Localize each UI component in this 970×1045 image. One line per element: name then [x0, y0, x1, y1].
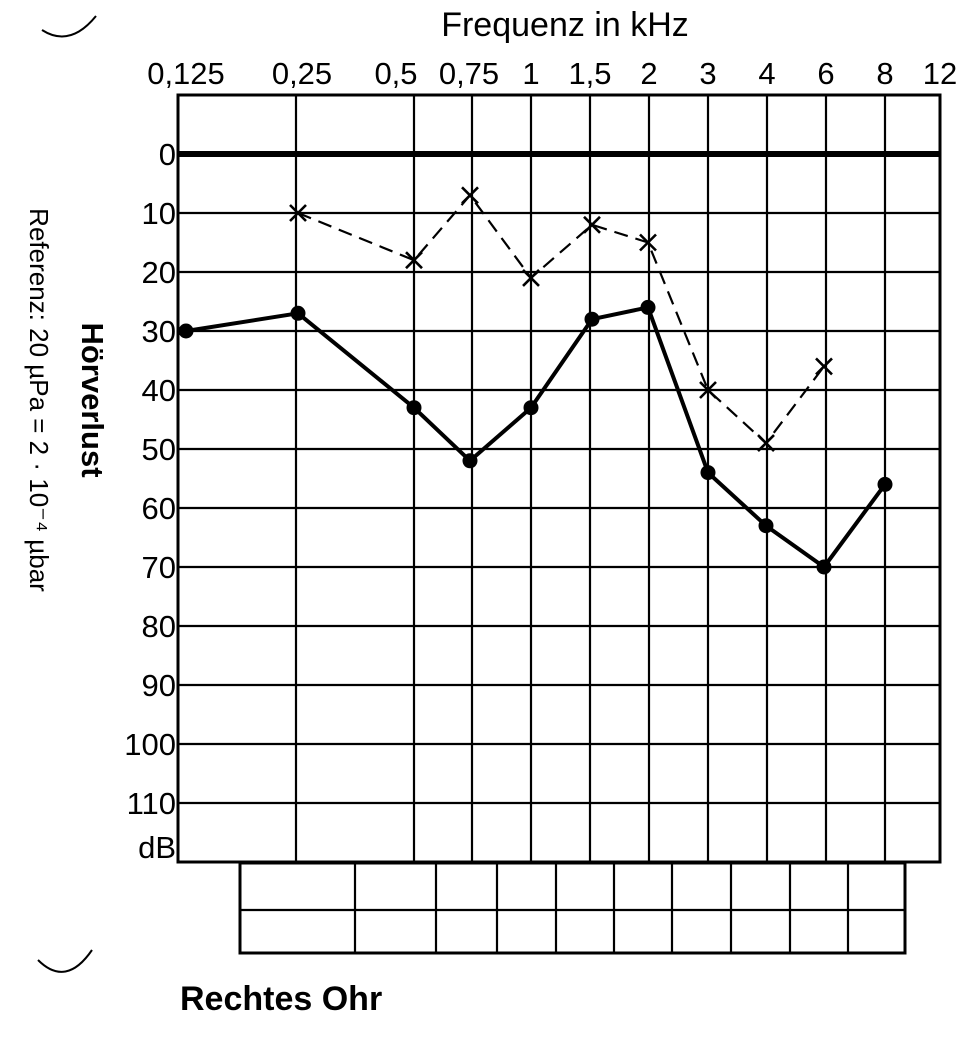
data-point-cross — [461, 186, 479, 205]
data-point-cross — [699, 381, 717, 399]
data-point-dot — [462, 453, 478, 469]
x-tick-labels: 0,125 0,25 0,5 0,75 1 1,5 2 3 4 6 8 12 — [147, 56, 957, 91]
y-tick-label: 30 — [142, 314, 176, 349]
data-point-dot — [523, 400, 539, 416]
data-point-cross — [639, 233, 657, 252]
x-tick-label: 0,5 — [374, 56, 417, 91]
y-axis-title: Hörverlust — [75, 322, 110, 477]
series-line-1 — [185, 305, 887, 569]
x-tick-label: 8 — [876, 56, 893, 91]
series-group — [178, 186, 893, 575]
x-tick-label: 0,125 — [147, 56, 225, 91]
x-tick-label: 12 — [923, 56, 957, 91]
data-point-dot — [700, 465, 716, 481]
lower-table — [238, 861, 907, 955]
y-axis-subtitle-group: Referenz: 20 µPa = 2 · 10⁻⁴ µbar — [24, 208, 54, 592]
data-point-dot — [816, 559, 832, 575]
punch-mark-bottom — [37, 949, 93, 973]
y-unit-label: dB — [138, 830, 176, 865]
data-point-dot — [758, 518, 774, 534]
punch-mark-top — [41, 15, 97, 38]
data-point-cross — [583, 215, 601, 234]
x-tick-label: 1 — [522, 56, 539, 91]
data-point-dot — [406, 400, 422, 416]
y-tick-label: 100 — [124, 727, 176, 762]
data-point-dot — [877, 476, 893, 492]
x-tick-label: 3 — [699, 56, 716, 91]
data-point-dot — [290, 305, 306, 321]
y-tick-label: 20 — [142, 255, 176, 290]
data-point-cross — [405, 251, 423, 270]
series-line-2 — [297, 194, 825, 445]
x-tick-label: 2 — [640, 56, 657, 91]
table-frame — [238, 861, 907, 955]
y-tick-label: 10 — [142, 196, 176, 231]
data-point-dot — [584, 311, 600, 327]
data-point-cross — [757, 434, 775, 453]
y-tick-labels: 0 10 20 30 40 50 60 70 80 90 100 110 — [124, 137, 176, 821]
y-tick-label: 80 — [142, 609, 176, 644]
x-tick-label: 4 — [758, 56, 775, 91]
y-axis-title-group: Hörverlust — [75, 322, 110, 477]
data-point-cross — [522, 268, 540, 287]
y-tick-label: 90 — [142, 668, 176, 703]
data-point-dot — [178, 323, 194, 339]
y-axis-subtitle: Referenz: 20 µPa = 2 · 10⁻⁴ µbar — [24, 208, 54, 592]
footer-label: Rechtes Ohr — [180, 980, 382, 1018]
x-tick-label: 1,5 — [568, 56, 611, 91]
data-point-cross — [289, 204, 307, 222]
y-tick-label: 110 — [127, 786, 176, 821]
x-tick-label: 0,75 — [439, 56, 499, 91]
data-point-cross — [815, 357, 833, 376]
x-tick-label: 0,25 — [272, 56, 332, 91]
y-tick-label: 50 — [142, 432, 176, 467]
y-tick-label: 0 — [159, 137, 176, 172]
y-tick-label: 70 — [142, 550, 176, 585]
y-tick-label: 60 — [142, 491, 176, 526]
data-point-dot — [640, 299, 656, 315]
x-axis-title: Frequenz in kHz — [441, 6, 689, 44]
y-tick-label: 40 — [142, 373, 176, 408]
plot-grid — [176, 93, 942, 864]
x-tick-label: 6 — [817, 56, 834, 91]
